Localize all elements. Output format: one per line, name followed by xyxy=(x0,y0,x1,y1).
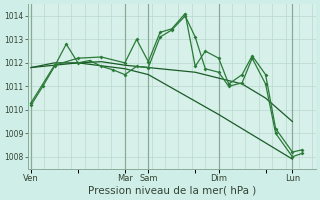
X-axis label: Pression niveau de la mer( hPa ): Pression niveau de la mer( hPa ) xyxy=(88,186,256,196)
